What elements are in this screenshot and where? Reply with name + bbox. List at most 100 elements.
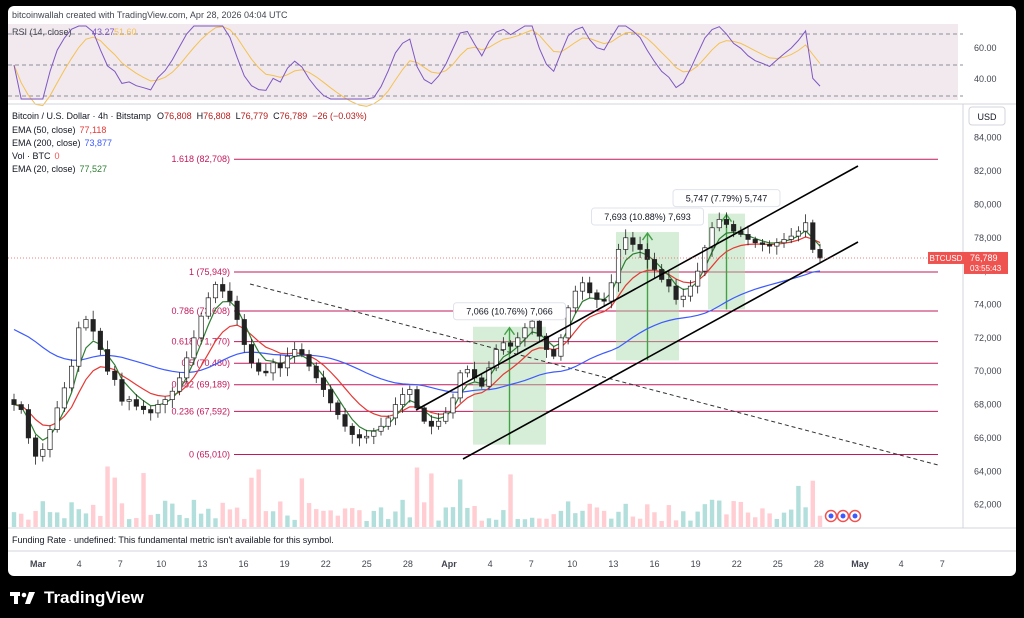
volume-bar [666, 505, 672, 527]
volume-bar [573, 513, 578, 527]
candle-down [752, 239, 758, 244]
time-tick-label: 13 [197, 559, 207, 569]
volume-bar [493, 519, 499, 527]
rsi-pane [8, 24, 958, 100]
candle-up [608, 282, 614, 302]
candle-down [119, 379, 125, 402]
volume-bar [486, 518, 492, 527]
volume-bar [652, 512, 657, 527]
volume-bar [126, 519, 132, 527]
candle-up [69, 365, 75, 389]
candle-up [515, 337, 521, 347]
legend-ema50: EMA (50, close) 77,118 [12, 125, 106, 135]
candle-down [759, 242, 765, 245]
candle-down [256, 362, 262, 372]
volume-bar [450, 507, 456, 527]
volume-bar [731, 501, 736, 527]
volume-bar [350, 508, 355, 527]
volume-bar [90, 504, 96, 527]
candle-down [637, 244, 643, 250]
volume-bar [299, 478, 305, 527]
candle-down [25, 409, 31, 439]
candle-up [709, 227, 715, 249]
volume-bar [206, 508, 211, 527]
candle-down [241, 319, 247, 345]
candle-down [673, 285, 679, 300]
candle-up [803, 222, 809, 232]
event-icons[interactable] [824, 509, 862, 523]
time-tick-label: 7 [940, 559, 945, 569]
volume-bar [817, 515, 823, 527]
volume-bar [738, 501, 744, 527]
volume-bar [609, 518, 614, 527]
candle-up [284, 355, 291, 369]
volume-bar [472, 506, 477, 527]
price-axis[interactable]: 84,00082,00080,00078,00076,00074,00072,0… [974, 133, 1002, 510]
volume-bar [407, 517, 413, 527]
time-tick-label: 16 [649, 559, 659, 569]
time-tick-label: May [851, 559, 869, 569]
candle-down [428, 420, 434, 427]
candle-down [630, 237, 636, 245]
candle-up [450, 397, 456, 414]
candle-up [716, 219, 722, 229]
currency-label: USD [977, 112, 997, 122]
currency-button[interactable] [968, 106, 1006, 126]
volume-bar [177, 514, 182, 527]
volume-bar [11, 512, 17, 527]
volume-bar [673, 520, 679, 527]
price-tick-label: 70,000 [974, 366, 1002, 376]
candle-down [342, 414, 348, 427]
candle-up [565, 307, 571, 339]
price-tick-label: 84,000 [974, 133, 1002, 143]
volume-bar [234, 507, 240, 527]
chart-canvas[interactable]: bitcoinwallah created with TradingView.c… [8, 6, 1016, 576]
volume-bar [659, 520, 664, 527]
candle-up [795, 230, 801, 237]
fib-level-label: 0.786 (73,608) [171, 306, 230, 316]
candle-down [551, 349, 557, 357]
channel-lower-line[interactable] [462, 241, 859, 460]
volume-bar [601, 510, 607, 527]
candle-down [644, 249, 650, 260]
volume-bar [141, 473, 146, 527]
volume-bar [781, 512, 787, 527]
candle-down [731, 224, 737, 232]
time-tick-label: 4 [899, 559, 904, 569]
channel-upper-line[interactable] [415, 165, 859, 411]
candle-down [421, 407, 427, 422]
measurement-label: 7,693 (10.88%) 7,693 [604, 212, 691, 222]
volume-bar [745, 512, 751, 527]
candle-down [97, 330, 103, 350]
legend-vol: Vol · BTC 0 [12, 151, 60, 161]
time-tick-label: 13 [608, 559, 618, 569]
time-axis[interactable]: Mar 4 7 10 13 16 19 22 25 28 Apr 4 7 10 13 16 19 22 25 28 Ma… [30, 559, 945, 569]
time-tick-label: 10 [567, 559, 577, 569]
volume-bar [386, 519, 391, 527]
measurement-boxes [473, 213, 745, 445]
volume-bar [443, 507, 448, 527]
time-tick-label: 22 [321, 559, 331, 569]
volume-bar [529, 517, 535, 527]
fib-level-label: 1 (75,949) [189, 267, 230, 277]
volume-bar [328, 510, 333, 527]
volume-bar [40, 501, 45, 527]
candle-down [234, 300, 240, 320]
volume-bar [227, 509, 233, 527]
candle-down [335, 402, 341, 415]
fib-level-label: 0.236 (67,592) [171, 406, 230, 416]
fib-level-label: 1.618 (82,708) [171, 154, 230, 164]
volume-bar [681, 511, 686, 527]
candle-up [364, 435, 370, 439]
volume-bar [170, 503, 175, 527]
price-tick-label: 74,000 [974, 299, 1002, 309]
arrow-head-icon [503, 326, 516, 336]
candle-up [371, 430, 377, 437]
fib-level-label: 0.5 (70,480) [181, 358, 230, 368]
volume-bar [767, 513, 772, 527]
volume-bars [11, 466, 823, 527]
volume-bar [33, 510, 38, 527]
volume-bar [213, 518, 218, 527]
price-tag-symbol: BTCUSD [930, 254, 963, 263]
volume-bar [400, 499, 405, 527]
